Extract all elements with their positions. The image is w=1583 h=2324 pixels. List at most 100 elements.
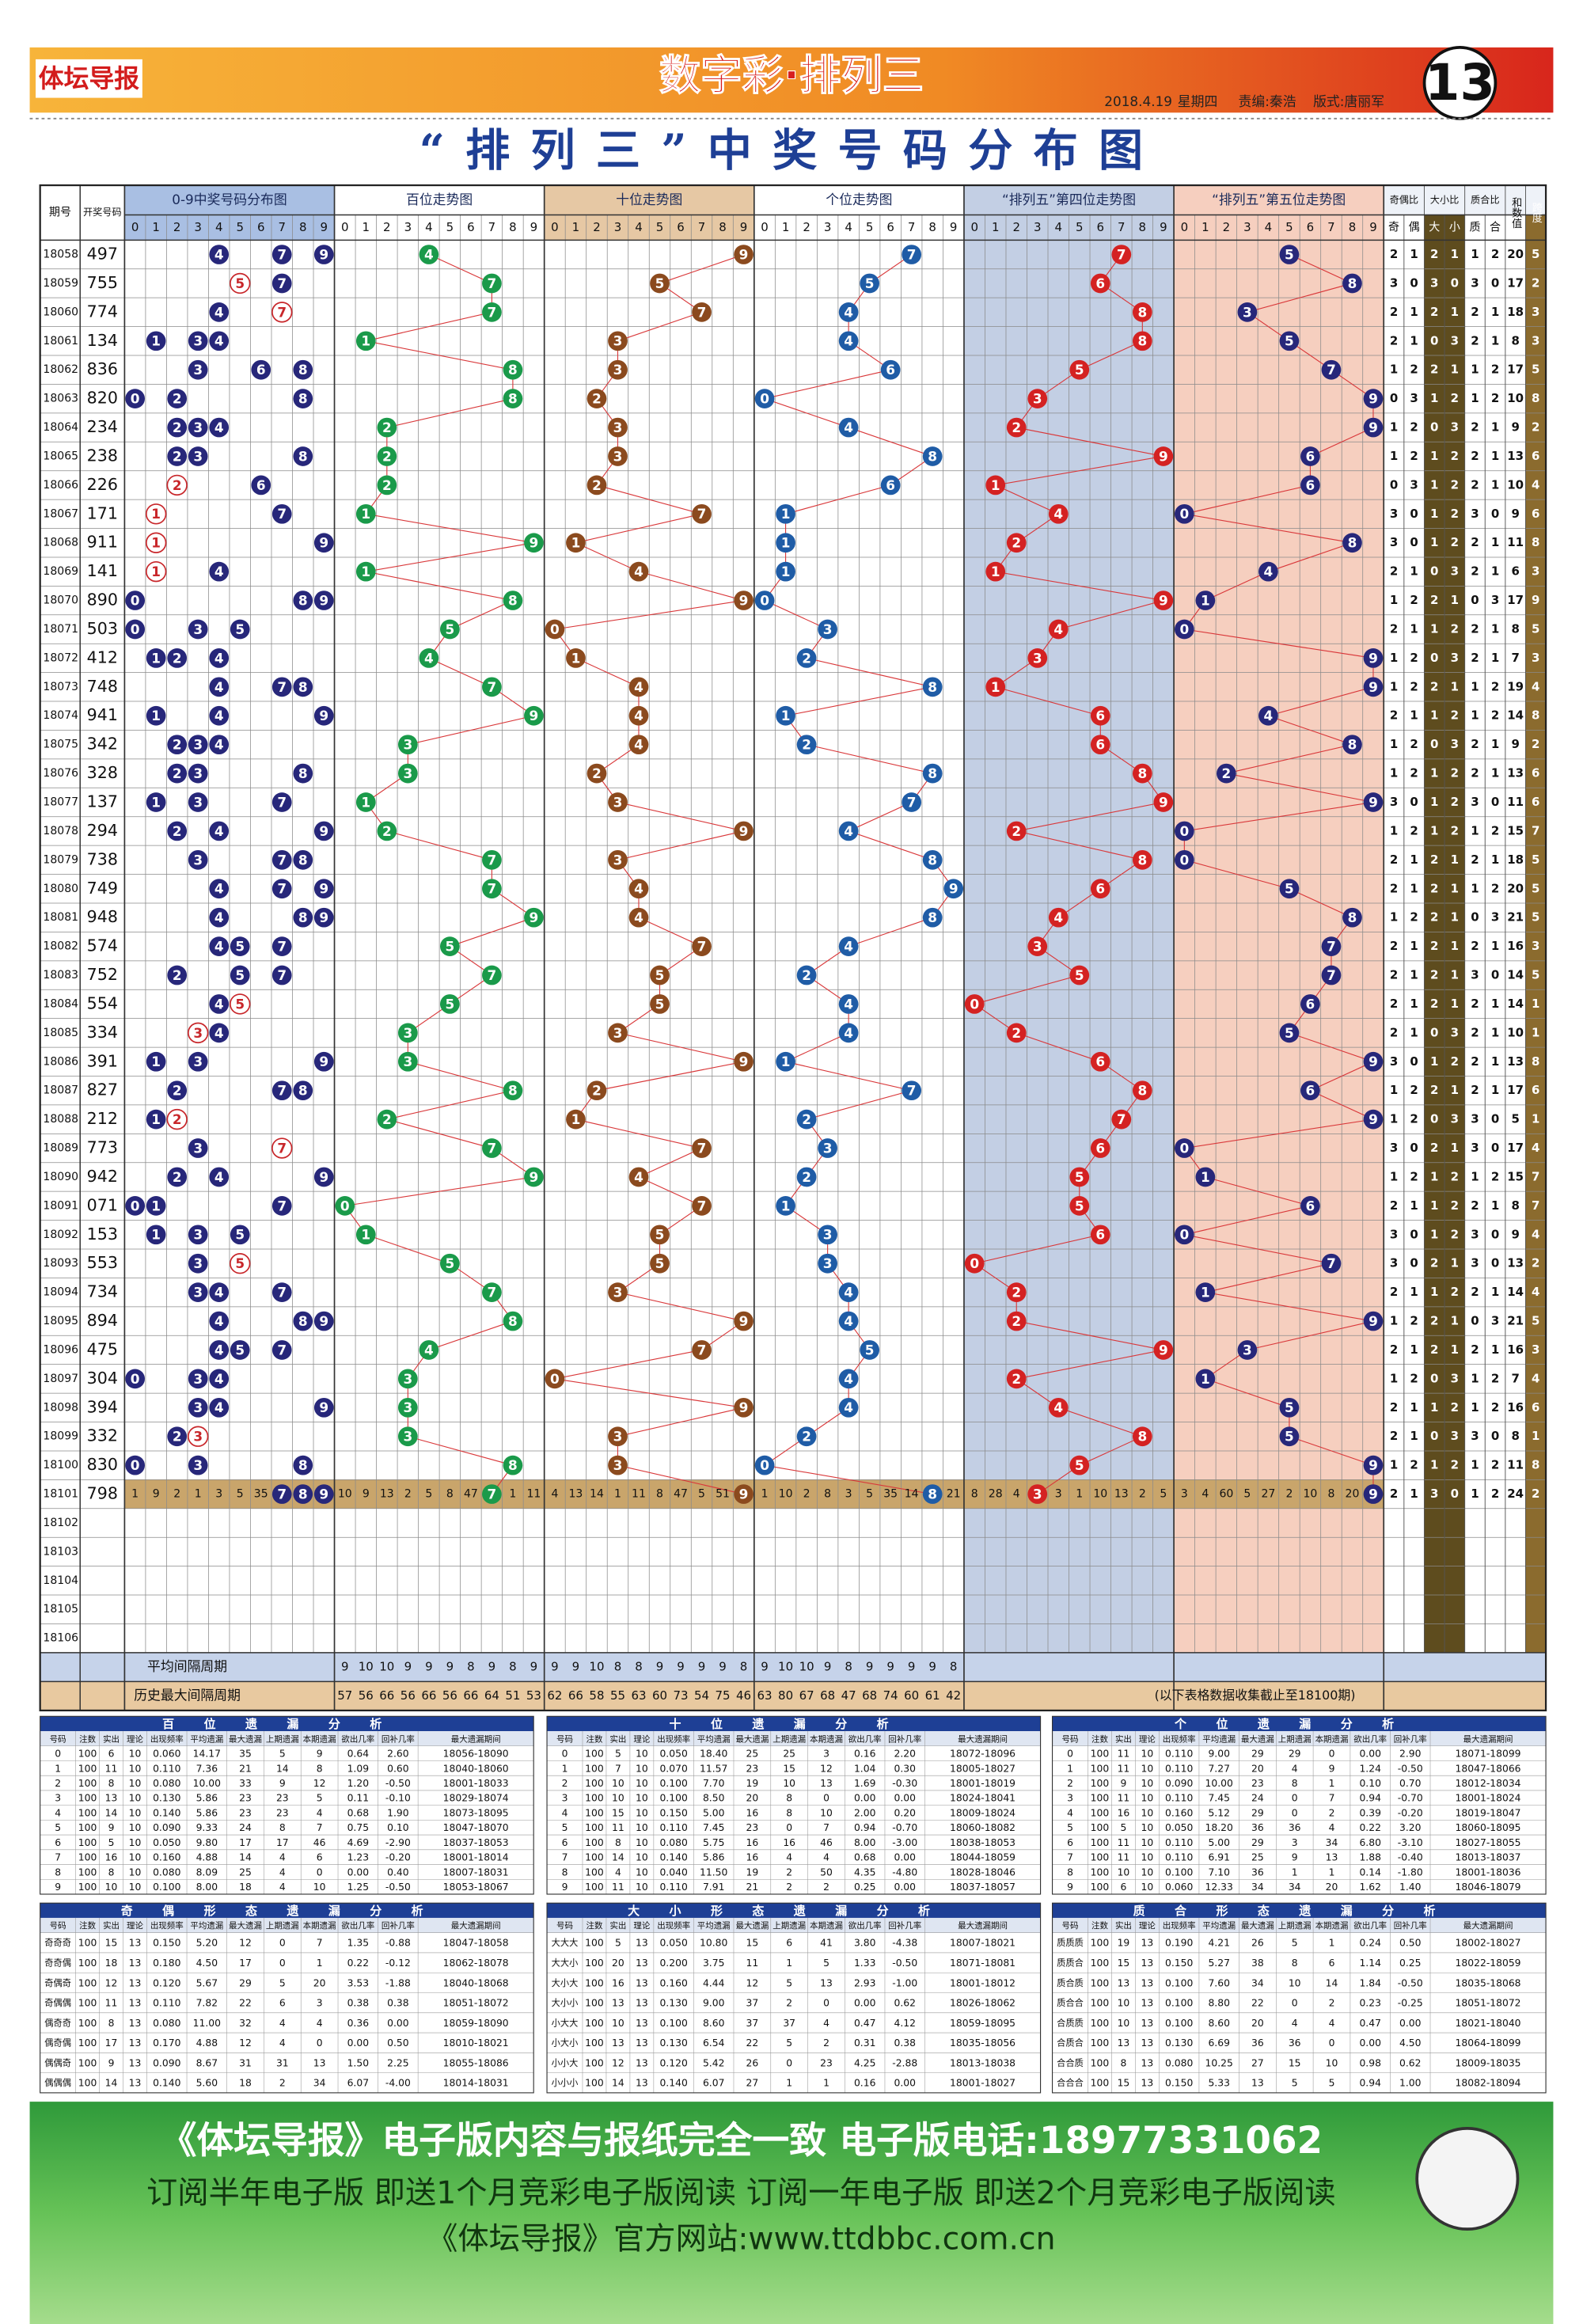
row-stat: 2 (1390, 621, 1398, 636)
number-ball (188, 792, 208, 812)
ball-digit: 1 (781, 506, 791, 522)
row-stat: 6 (1532, 507, 1539, 521)
table-cell: 10 (636, 1882, 648, 1893)
row-stat: 2 (1471, 1285, 1479, 1299)
table-cell: 10 (129, 1749, 142, 1760)
table-cell: 100 (1091, 1882, 1110, 1893)
table-cell: 0.00 (1399, 2018, 1422, 2029)
table-cell: 100 (78, 2057, 97, 2068)
table-cell: 13 (313, 2057, 326, 2068)
table-cell: 8 (786, 1793, 792, 1804)
table-cell: 0.70 (1399, 1778, 1422, 1789)
number-ball (692, 503, 712, 524)
digit-header: 8 (299, 220, 307, 234)
table-cell: 29 (239, 1977, 252, 1988)
row-stat: 2 (1471, 477, 1479, 492)
ball-digit: 9 (319, 1054, 328, 1069)
table-cell: 2.60 (387, 1749, 409, 1760)
ball-digit: 1 (781, 708, 791, 723)
table-cell: 0.110 (153, 1998, 180, 2009)
number-ball (1111, 245, 1132, 264)
table-cell: 18 (239, 1882, 252, 1893)
row-stat: 3 (1390, 1256, 1398, 1270)
row-stat: 2 (1471, 1054, 1479, 1069)
table-col-header: 理论 (633, 1734, 650, 1744)
summary-value: 66 (463, 1688, 478, 1703)
summary-value: 8 (950, 1660, 958, 1674)
period: 18095 (43, 1315, 78, 1327)
row-stat: 2 (1410, 823, 1418, 837)
ball-digit: 9 (1159, 794, 1168, 810)
table-cell: 10 (1141, 1807, 1154, 1818)
ball-digit: 9 (319, 1487, 328, 1502)
main-title: “排列三”中奖号码分布图 (419, 124, 1164, 177)
table-cell: 0.36 (347, 2018, 370, 2029)
ball-digit: 9 (739, 823, 749, 839)
row-stat: 2 (1410, 449, 1418, 463)
table-cell: -0.50 (385, 1778, 411, 1789)
number-ball (167, 965, 188, 985)
draw-number: 503 (87, 619, 118, 638)
number-ball (608, 1282, 628, 1302)
ball-digit: 9 (739, 246, 749, 262)
table-title-bg (547, 1903, 1041, 1918)
row-stat: 1 (1451, 1141, 1459, 1155)
row-stat: 1 (1430, 766, 1438, 780)
row-stat: 2 (1390, 1285, 1398, 1299)
omission: 5 (1243, 1488, 1251, 1501)
table-col-header: 号码 (50, 1921, 66, 1931)
table-col-header: 回补几率 (1394, 1920, 1427, 1931)
table-cell: 2 (279, 2078, 286, 2089)
ball-digit: 2 (173, 1111, 182, 1127)
ball-digit: 8 (928, 448, 937, 464)
row-stat: 13 (1507, 1054, 1524, 1069)
number-ball (440, 619, 460, 640)
number-ball (145, 532, 167, 553)
ball-digit: 5 (235, 1255, 245, 1271)
ball-digit: 7 (907, 1083, 917, 1099)
ball-digit: 4 (844, 996, 853, 1012)
table-cell: -1.88 (385, 1977, 411, 1988)
table-title-bg (1052, 1903, 1547, 1918)
number-ball (293, 389, 313, 409)
table-col-header: 最大遗漏期间 (1463, 1734, 1513, 1744)
table-col-header: 回补几率 (888, 1734, 921, 1744)
ball-digit: 0 (970, 996, 979, 1012)
omission: 28 (989, 1488, 1003, 1501)
row-stat: 8 (1532, 1458, 1539, 1472)
table-cell: 6.07 (703, 2078, 724, 2089)
table-cell: -0.40 (1398, 1852, 1423, 1863)
ball-digit: 3 (613, 1025, 623, 1041)
table-cell: 0.68 (854, 1852, 876, 1863)
row-stat: 17 (1507, 363, 1524, 377)
table-cell: 100 (585, 2018, 604, 2029)
table-cell: -4.00 (385, 2078, 411, 2089)
table-cell: 1 (823, 2078, 829, 2089)
ball-digit: 9 (319, 593, 328, 609)
ball-digit: 7 (277, 304, 287, 320)
number-ball (335, 1196, 355, 1216)
table-col-header: 本期遗漏 (810, 1920, 843, 1931)
table-cell: -0.70 (892, 1822, 917, 1833)
row-stat: 1 (1430, 1458, 1438, 1472)
table-cell: 2 (55, 1778, 61, 1789)
row-stat: 2 (1471, 333, 1479, 347)
row-stat: 21 (1507, 910, 1524, 925)
row-stat: 1 (1471, 708, 1479, 723)
table-cell: 10 (1141, 1763, 1154, 1774)
row-stat: 1 (1430, 535, 1438, 549)
table-cell: 13 (636, 1938, 648, 1949)
ball-digit: 4 (634, 679, 643, 695)
table-cell: 36 (1251, 1866, 1264, 1878)
omission: 3 (845, 1488, 852, 1501)
table-cell: -0.20 (1398, 1807, 1423, 1818)
number-ball (209, 1282, 230, 1302)
table-cell: 0.25 (854, 1882, 875, 1893)
table-cell: 100 (585, 1807, 604, 1818)
ball-digit: 0 (131, 621, 140, 637)
row-stat: 2 (1471, 737, 1479, 751)
row-stat: 11 (1507, 795, 1524, 809)
digit-header: 4 (635, 220, 643, 234)
table-cell: 0.00 (854, 1793, 876, 1804)
